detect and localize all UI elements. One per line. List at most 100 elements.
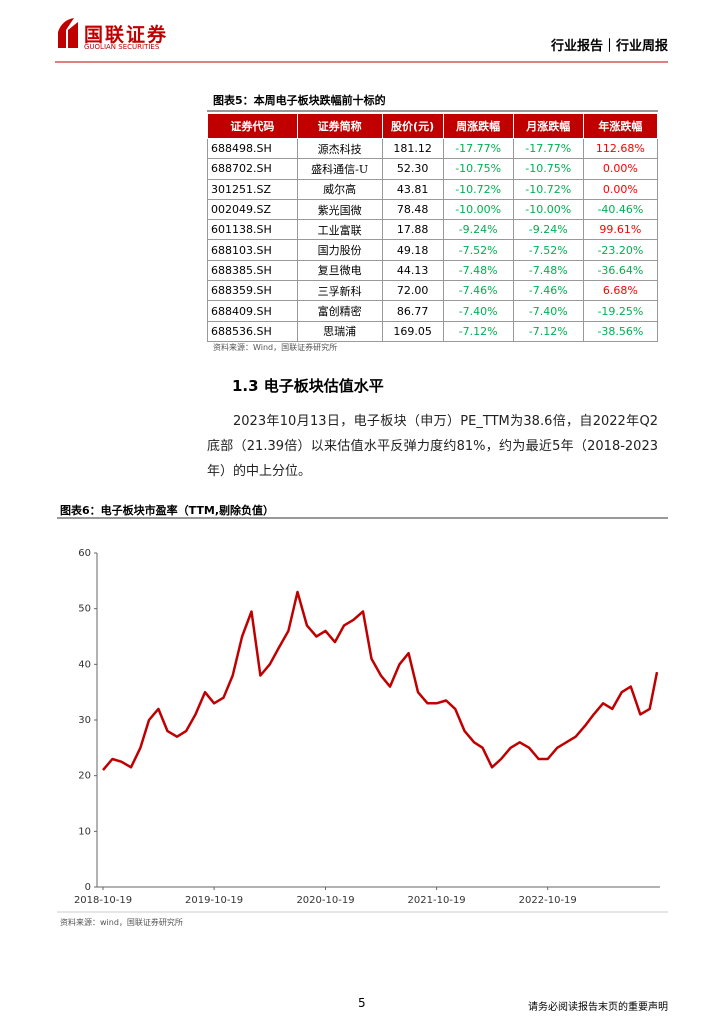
table-cell: 86.77 — [381, 300, 444, 322]
table-cell: -7.48% — [442, 259, 514, 282]
table-cell: -19.25% — [582, 300, 659, 322]
y-tick-label: 40 — [78, 659, 91, 670]
table-cell: -7.46% — [442, 280, 514, 302]
table-cell: -17.77% — [512, 137, 584, 160]
logo-mark — [58, 18, 78, 48]
table-row: 688498.SH 源杰科技 181.12 -17.77% -17.77% 112.68% — [207, 137, 659, 160]
x-tick-label: 2020-10-19 — [296, 895, 354, 906]
table-cell: -7.48% — [512, 259, 584, 282]
y-tick-label: 60 — [78, 548, 91, 559]
table-cell: -7.52% — [442, 239, 514, 261]
y-tick-label: 50 — [78, 604, 91, 615]
table-cell: 112.68% — [582, 137, 659, 160]
table-cell: -7.12% — [512, 320, 584, 342]
table-cell: -38.56% — [582, 320, 659, 342]
table-title: 图表5：本周电子板块跌幅前十标的 — [213, 94, 386, 107]
table-cell: 688498.SH — [207, 137, 298, 160]
table-cell: -7.12% — [442, 320, 514, 342]
column-header: 证券简称 — [296, 113, 383, 139]
table-cell: 99.61% — [582, 219, 659, 241]
table-cell: 复旦微电 — [296, 259, 383, 282]
table-cell: 181.12 — [381, 137, 444, 160]
table-cell: 紫光国微 — [296, 198, 383, 221]
column-header: 年涨跌幅 — [582, 113, 659, 139]
table-cell: 601138.SH — [207, 219, 298, 241]
table-cell: 思瑞浦 — [296, 320, 383, 342]
table-row: 688409.SH 富创精密 86.77 -7.40% -7.40% -19.25% — [207, 300, 659, 322]
header-right: 行业报告｜行业周报 — [550, 39, 668, 54]
table-cell: 三孚新科 — [296, 280, 383, 302]
table-cell: 工业富联 — [296, 219, 383, 241]
table-cell: -10.00% — [512, 198, 584, 221]
x-tick-label: 2018-10-19 — [74, 895, 132, 906]
table-cell: 0.00% — [582, 158, 659, 180]
table-cell: -7.40% — [512, 300, 584, 322]
table-cell: -17.77% — [442, 137, 514, 160]
x-tick-label: 2022-10-19 — [519, 895, 577, 906]
section-heading: 1.3 电子板块估值水平 — [232, 377, 384, 395]
table-cell: -10.75% — [442, 158, 514, 180]
table-cell: 52.30 — [381, 158, 444, 180]
column-header: 月涨跌幅 — [512, 113, 584, 139]
table-cell: -9.24% — [512, 219, 584, 241]
table-cell: -10.00% — [442, 198, 514, 221]
table-row: 688702.SH 盛科通信-U 52.30 -10.75% -10.75% 0.00% — [207, 158, 659, 180]
page-number: 5 — [358, 996, 366, 1010]
table-cell: 富创精密 — [296, 300, 383, 322]
table-row: 688103.SH 国力股份 49.18 -7.52% -7.52% -23.20% — [207, 239, 659, 261]
y-tick-label: 10 — [78, 826, 91, 837]
table-cell: 44.13 — [381, 259, 444, 282]
table-cell: -10.75% — [512, 158, 584, 180]
table-cell: -7.46% — [512, 280, 584, 302]
table-row: 688536.SH 思瑞浦 169.05 -7.12% -7.12% -38.56% — [207, 320, 659, 342]
table-cell: 43.81 — [381, 178, 444, 200]
pe-line — [102, 590, 659, 771]
column-header: 证券代码 — [207, 113, 298, 139]
table-cell: -10.72% — [512, 178, 584, 200]
table-cell: -9.24% — [442, 219, 514, 241]
table-source: 资料来源：Wind，国联证券研究所 — [213, 343, 338, 352]
table-cell: -7.40% — [442, 300, 514, 322]
table-cell: 49.18 — [381, 239, 444, 261]
chart-source: 资料来源：wind，国联证券研究所 — [60, 918, 183, 927]
table-row: 002049.SZ 紫光国微 78.48 -10.00% -10.00% -40.46% — [207, 198, 659, 221]
table-cell: 6.68% — [582, 280, 659, 302]
table-row: 688359.SH 三孚新科 72.00 -7.46% -7.46% 6.68% — [207, 280, 659, 302]
table-cell: 72.00 — [381, 280, 444, 302]
y-tick-label: 30 — [78, 715, 91, 726]
y-tick-label: 20 — [78, 771, 91, 782]
header-row: 证券代码 证券简称 股价(元) 周涨跌幅 月涨跌幅 年涨跌幅 — [207, 113, 659, 139]
table-cell: 169.05 — [381, 320, 444, 342]
table-cell: 盛科通信-U — [296, 158, 383, 180]
paragraph: 2023年10月13日，电子板块（申万）PE_TTM为38.6倍，自2022年Q… — [207, 414, 658, 479]
disclaimer: 请务必阅读报告末页的重要声明 — [528, 1002, 668, 1013]
logo-en: GUOLIAN SECURITIES — [84, 43, 160, 51]
x-tick-label: 2019-10-19 — [185, 895, 243, 906]
table-cell: 国力股份 — [296, 239, 383, 261]
table-row: 688385.SH 复旦微电 44.13 -7.48% -7.48% -36.64% — [207, 259, 659, 282]
table-cell: 威尔高 — [296, 178, 383, 200]
column-header: 周涨跌幅 — [442, 113, 514, 139]
table: 证券代码 证券简称 股价(元) 周涨跌幅 月涨跌幅 年涨跌幅 688498.SH 源杰科技 18… — [207, 113, 659, 342]
table-cell: -23.20% — [582, 239, 659, 261]
table-cell: 688359.SH — [207, 280, 298, 302]
table-cell: 688385.SH — [207, 259, 298, 282]
table-cell: 688103.SH — [207, 239, 298, 261]
table-row: 301251.SZ 威尔高 43.81 -10.72% -10.72% 0.00% — [207, 178, 659, 200]
table-cell: -7.52% — [512, 239, 584, 261]
table-cell: -10.72% — [442, 178, 514, 200]
x-tick-label: 2021-10-19 — [408, 895, 466, 906]
table-cell: -40.46% — [582, 198, 659, 221]
table-cell: 301251.SZ — [207, 178, 298, 200]
column-header: 股价(元) — [381, 113, 444, 139]
table-cell: 688702.SH — [207, 158, 298, 180]
table-row: 601138.SH 工业富联 17.88 -9.24% -9.24% 99.61% — [207, 219, 659, 241]
table-cell: 0.00% — [582, 178, 659, 200]
table-cell: 17.88 — [381, 219, 444, 241]
table-cell: 688409.SH — [207, 300, 298, 322]
logo-text: 国联证券 — [84, 24, 169, 46]
table-cell: -36.64% — [582, 259, 659, 282]
table-cell: 源杰科技 — [296, 137, 383, 160]
table-cell: 78.48 — [381, 198, 444, 221]
